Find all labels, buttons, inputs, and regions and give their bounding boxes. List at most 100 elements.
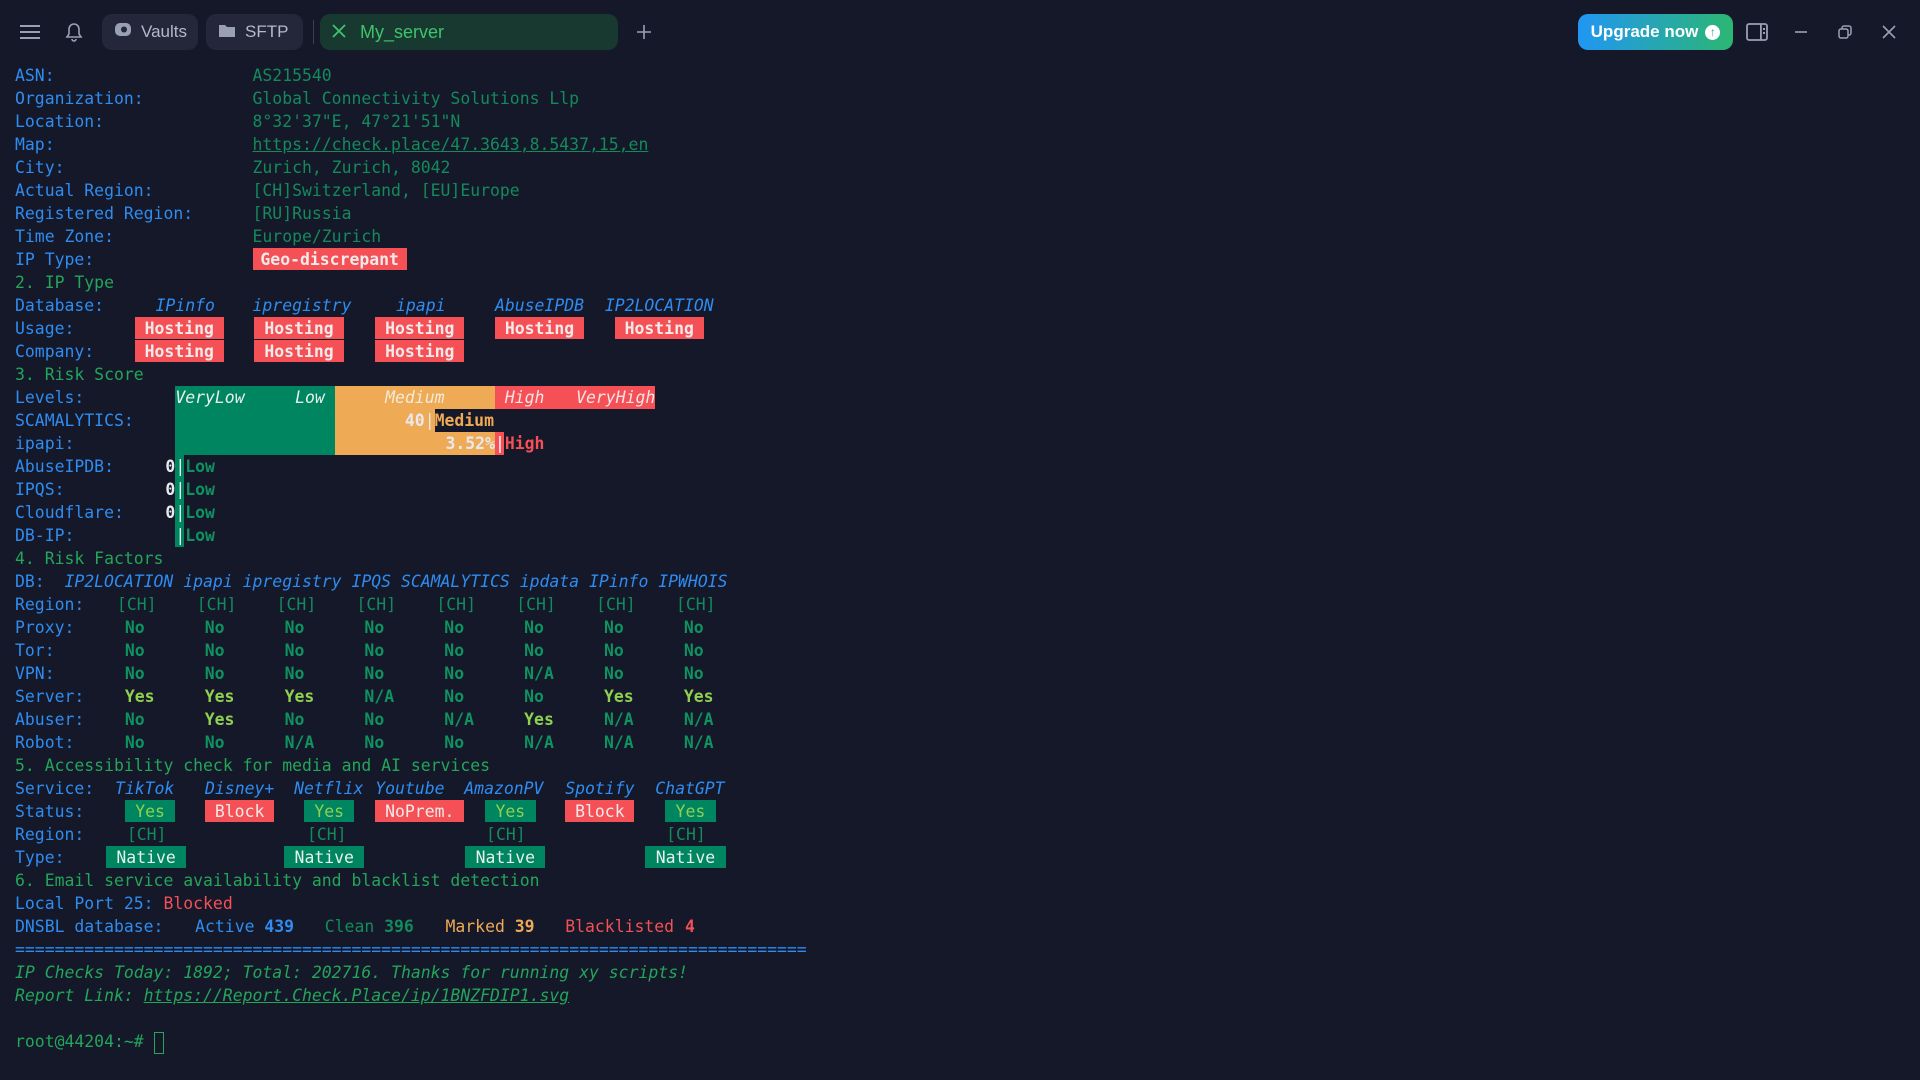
close-window-icon[interactable] (1877, 20, 1901, 44)
factor-cell: N/A (284, 733, 315, 752)
row-label: Service: (15, 779, 95, 798)
terminal-line: 2. IP Type (15, 271, 1905, 294)
tab-bar: Vaults SFTP My_server Upgrade now ↑ (0, 0, 1920, 62)
database-header: ipregistry (252, 296, 352, 315)
risk-score: 3.52% (445, 434, 495, 453)
tab-label: My_server (360, 21, 445, 42)
terminal-line: Type: Native Native Native Native (15, 846, 1905, 869)
info-label: ASN: (15, 66, 55, 85)
upgrade-label: Upgrade now (1590, 22, 1699, 41)
risk-level: Low (185, 480, 215, 499)
terminal-line: DB-IP: | Low (15, 524, 1905, 547)
info-label: IP Type: (15, 250, 95, 269)
factor-cell: No (364, 710, 385, 729)
risk-score: 0 (165, 480, 176, 499)
section-title: 4. Risk Factors (15, 549, 164, 568)
factor-cell: No (444, 664, 465, 683)
dnsbl-marked-count: 39 (514, 917, 535, 936)
database-header: ipregistry (242, 572, 342, 591)
region-cell: [CH] (276, 595, 317, 614)
database-header: SCAMALYTICS (400, 572, 510, 591)
service-name: TikTok (114, 779, 175, 798)
risk-level: Low (185, 503, 215, 522)
bell-icon[interactable] (62, 20, 86, 44)
terminal-line: ========================================… (15, 938, 1905, 961)
terminal-line: Company: Hosting Hosting Hosting (15, 340, 1905, 363)
info-value: [CH]Switzerland, [EU]Europe (252, 181, 520, 200)
terminal-line: 3. Risk Score (15, 363, 1905, 386)
close-tab-icon[interactable] (332, 22, 346, 43)
factor-cell: No (124, 733, 145, 752)
terminal-output[interactable]: ASN: AS215540 Organization: Global Connecti… (15, 64, 1905, 1064)
minimize-icon[interactable] (1789, 20, 1813, 44)
risk-marker: | (424, 411, 435, 430)
upgrade-now-button[interactable]: Upgrade now ↑ (1578, 14, 1733, 50)
risk-marker: | (175, 478, 186, 501)
terminal-line: SCAMALYTICS: 40 | Medium (15, 409, 1905, 432)
terminal-line: Location: 8°32'37"E, 47°21'51"N (15, 110, 1905, 133)
risk-score: 0 (165, 457, 176, 476)
factor-cell: No (604, 618, 624, 637)
service-name: AmazonPV (464, 779, 544, 798)
database-header: IP2LOCATION (64, 572, 174, 591)
risk-bar-medium (334, 386, 495, 409)
divider-line: ========================================… (15, 940, 807, 959)
factor-cell: No (444, 618, 465, 637)
terminal-line: Region: [CH] [CH] [CH] [CH] [CH] [CH] [CH] [CH] (15, 593, 1905, 616)
status-badge: Yes (485, 800, 536, 822)
ip-type-badge: Geo-discrepant (252, 248, 407, 270)
row-label: Proxy: (15, 618, 75, 637)
side-panel-icon[interactable] (1745, 20, 1769, 44)
company-badge: Hosting (134, 340, 224, 362)
factor-cell: Yes (124, 687, 155, 706)
risk-bar-medium (334, 409, 435, 432)
terminal-line: DB: IP2LOCATION ipapi ipregistry IPQS SCAMALY… (15, 570, 1905, 593)
hamburger-menu-icon[interactable] (18, 20, 42, 44)
factor-cell: No (204, 618, 225, 637)
status-badge: Block (205, 800, 275, 822)
risk-bar-low (175, 386, 335, 409)
factor-cell: No (444, 733, 465, 752)
usage-badge: Hosting (614, 317, 704, 339)
map-link[interactable]: https://check.place/47.3643,8.5437,15,en (252, 135, 649, 154)
report-link[interactable]: https://Report.Check.Place/ip/1BNZFDIP1.… (143, 986, 570, 1005)
risk-bar-low (175, 409, 335, 432)
factor-cell: No (284, 641, 305, 660)
info-label: Time Zone: (15, 227, 114, 246)
info-label: Map: (15, 135, 55, 154)
factor-cell: No (124, 710, 145, 729)
restore-icon[interactable] (1833, 20, 1857, 44)
sftp-label: SFTP (245, 22, 289, 41)
port-status: Blocked (163, 894, 233, 913)
region-cell: [CH] (116, 595, 157, 614)
factor-cell: No (204, 664, 225, 683)
tab-my-server[interactable]: My_server (320, 14, 618, 50)
database-header: ipapi (183, 572, 233, 591)
terminal-line: IPQS: 0 | Low (15, 478, 1905, 501)
region-cell: [CH] (126, 825, 167, 844)
tab-divider (313, 20, 314, 44)
new-tab-plus-icon[interactable] (632, 20, 656, 44)
row-label: Server: (15, 687, 85, 706)
status-badge: Block (565, 800, 635, 822)
info-value: AS215540 (252, 66, 332, 85)
company-badge: Hosting (375, 340, 465, 362)
ip-checks-text: IP Checks Today: 1892; Total: 202716. Th… (15, 963, 688, 982)
vaults-tab[interactable]: Vaults (102, 14, 198, 50)
terminal-line: Organization: Global Connectivity Solutio… (15, 87, 1905, 110)
factor-cell: N/A (364, 687, 395, 706)
row-label: DB: (15, 572, 45, 591)
dnsbl-blacklisted-count: 4 (684, 917, 695, 936)
section-title: 3. Risk Score (15, 365, 144, 384)
factor-cell: No (683, 641, 704, 660)
factor-cell: Yes (284, 687, 315, 706)
info-value: 8°32'37"E, 47°21'51"N (252, 112, 461, 131)
terminal-line: Time Zone: Europe/Zurich (15, 225, 1905, 248)
factor-cell: N/A (683, 733, 714, 752)
terminal-line: AbuseIPDB: 0 | Low (15, 455, 1905, 478)
terminal-line: 5. Accessibility check for media and AI … (15, 754, 1905, 777)
sftp-tab[interactable]: SFTP (206, 14, 303, 50)
arrow-up-icon: ↑ (1705, 24, 1721, 40)
cursor[interactable] (153, 1030, 164, 1054)
factor-cell: No (604, 664, 624, 683)
